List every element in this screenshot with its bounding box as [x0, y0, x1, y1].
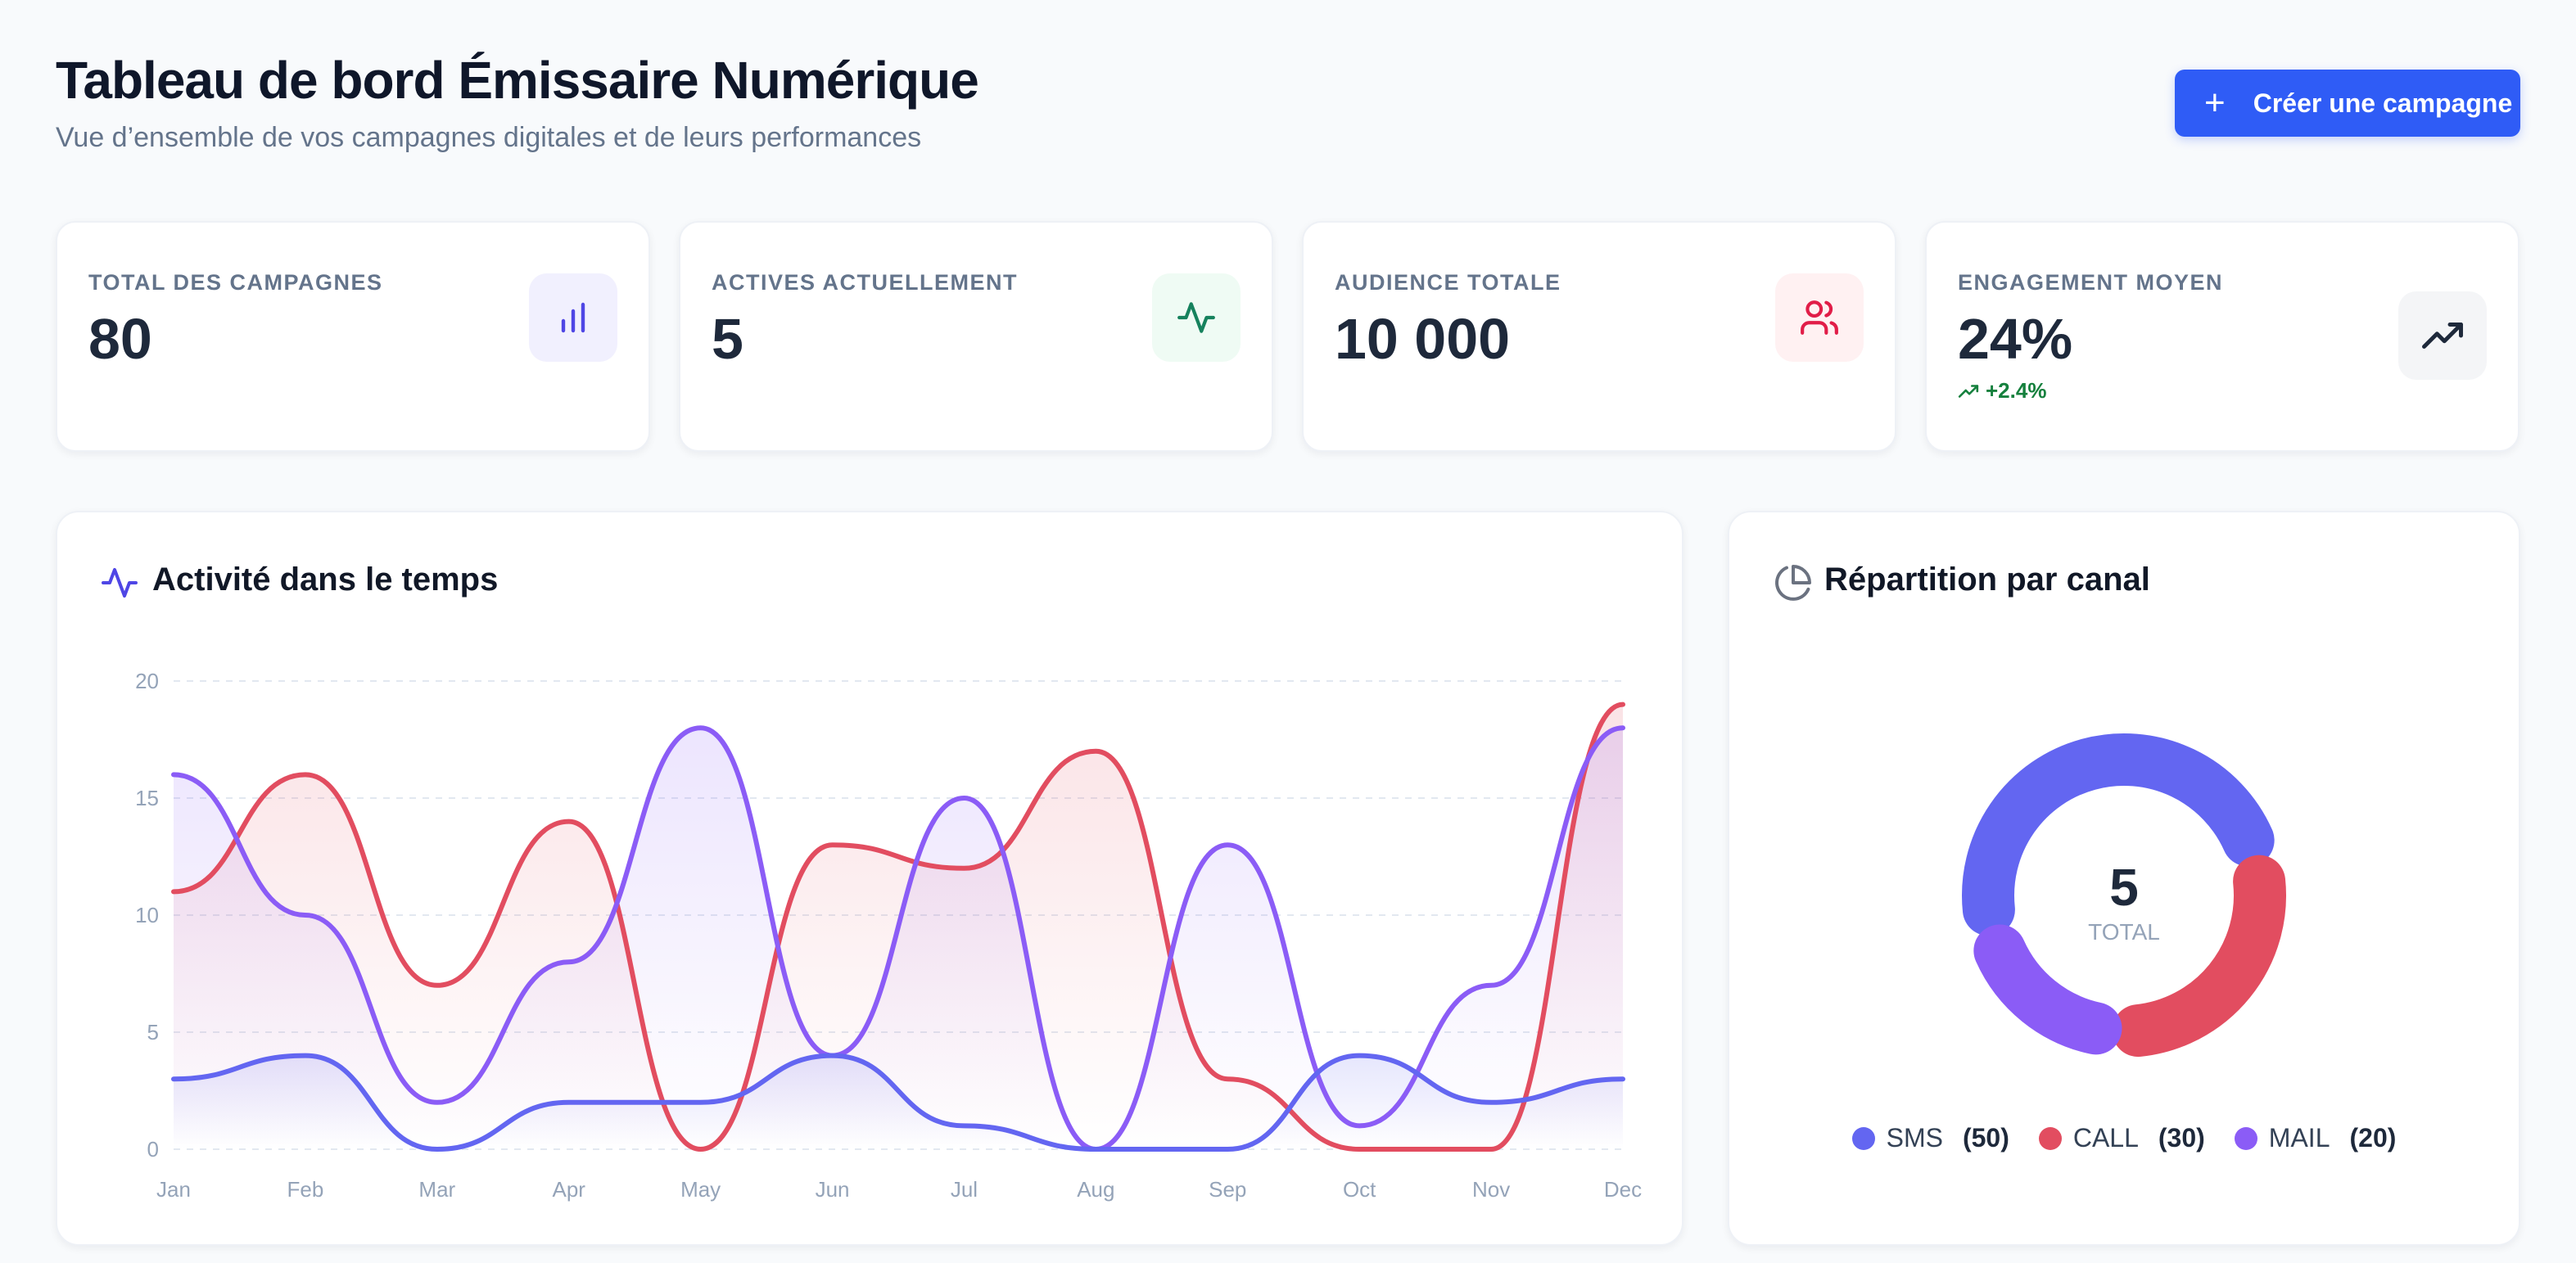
stat-value: 5 — [712, 307, 743, 371]
stat-label: ENGAGEMENT MOYEN — [1958, 270, 2224, 295]
legend-dot — [2234, 1126, 2257, 1150]
trend-value: +2.4% — [1986, 378, 2047, 403]
activity-icon — [102, 568, 138, 598]
stat-card-total-campaigns: TOTAL DES CAMPAGNES 80 — [56, 221, 650, 452]
stat-card-audience: AUDIENCE TOTALE 10 000 — [1302, 221, 1896, 452]
legend-name: MAIL — [2268, 1123, 2330, 1152]
stat-trend: +2.4% — [1958, 378, 2046, 404]
activity-line-chart: 0 5 10 15 20 Jan Feb Mar Apr May Jun Jul Aug Sep Oct No… — [135, 669, 1642, 1202]
legend-value: (20) — [2349, 1123, 2397, 1152]
legend-value: (50) — [1962, 1123, 2009, 1152]
legend-name: SMS — [1886, 1123, 1943, 1152]
x-tick-label: Mar — [418, 1177, 455, 1202]
legend-name: CALL — [2072, 1123, 2139, 1152]
donut-slice-sms[interactable] — [1962, 733, 2275, 936]
y-tick-label: 0 — [147, 1137, 159, 1162]
panel-title: Répartition par canal — [1824, 562, 2150, 598]
y-tick-label: 15 — [135, 786, 159, 810]
users-icon — [1775, 273, 1864, 362]
stat-label: ACTIVES ACTUELLEMENT — [712, 270, 1018, 295]
series-line[interactable] — [171, 701, 1625, 1152]
stat-value: 24% — [1958, 307, 2073, 371]
x-tick-label: Nov — [1472, 1177, 1510, 1202]
activity-icon — [1152, 273, 1241, 362]
panel-title: Activité dans le temps — [152, 562, 499, 598]
page-subtitle: Vue d’ensemble de vos campagnes digitale… — [56, 122, 922, 153]
pie-chart-icon — [1775, 565, 1811, 601]
x-tick-label: Jun — [816, 1177, 850, 1202]
x-tick-label: May — [680, 1177, 721, 1202]
trending-up-small-icon — [1958, 384, 1979, 398]
activity-panel: Activité dans le temps 0 5 10 15 20 Jan Feb Mar… — [56, 511, 1683, 1246]
stat-value: 10 000 — [1335, 307, 1511, 371]
donut-slice-call[interactable] — [2112, 855, 2286, 1058]
x-tick-label: Oct — [1343, 1177, 1376, 1202]
series-line[interactable] — [171, 1053, 1625, 1152]
y-tick-label: 20 — [135, 669, 159, 693]
series-area — [174, 728, 1623, 1149]
legend-item-mail[interactable]: MAIL (20) — [2234, 1123, 2397, 1153]
legend-dot — [2038, 1126, 2062, 1150]
stat-value: 80 — [88, 307, 152, 371]
legend-item-sms[interactable]: SMS (50) — [1851, 1123, 2009, 1153]
donut-slice-mail[interactable] — [1973, 924, 2122, 1055]
trending-up-icon — [2398, 291, 2487, 380]
series-line[interactable] — [171, 725, 1625, 1152]
channel-panel: Répartition par canal 5 TOTAL SMS (50) CA… — [1728, 511, 2520, 1246]
plus-icon: + — [2204, 83, 2226, 123]
donut-center-value: 5 — [2109, 858, 2139, 917]
channel-legend: SMS (50) CALL (30) MAIL (20) — [1729, 1123, 2519, 1153]
stat-card-active: ACTIVES ACTUELLEMENT 5 — [679, 221, 1273, 452]
y-tick-label: 5 — [147, 1020, 159, 1044]
x-tick-label: Jan — [156, 1177, 191, 1202]
x-tick-label: Sep — [1209, 1177, 1246, 1202]
bar-chart-icon — [529, 273, 617, 362]
stat-card-engagement: ENGAGEMENT MOYEN 24% +2.4% — [1925, 221, 2520, 452]
x-tick-label: Feb — [287, 1177, 324, 1202]
x-tick-label: Jul — [951, 1177, 978, 1202]
stat-label: TOTAL DES CAMPAGNES — [88, 270, 383, 295]
page-title: Tableau de bord Émissaire Numérique — [56, 51, 979, 110]
y-tick-label: 10 — [135, 903, 159, 927]
x-tick-label: Dec — [1604, 1177, 1642, 1202]
create-campaign-button[interactable]: + Créer une campagne — [2175, 70, 2520, 137]
legend-value: (30) — [2158, 1123, 2205, 1152]
legend-dot — [1851, 1126, 1875, 1150]
donut-center-label: TOTAL — [2088, 919, 2160, 945]
series-area — [174, 1055, 1623, 1149]
page-header: Tableau de bord Émissaire Numérique Vue … — [56, 47, 2520, 162]
legend-item-call[interactable]: CALL (30) — [2038, 1123, 2205, 1153]
create-campaign-label: Créer une campagne — [2253, 88, 2513, 118]
x-tick-label: Aug — [1077, 1177, 1114, 1202]
stat-label: AUDIENCE TOTALE — [1335, 270, 1561, 295]
x-tick-label: Apr — [552, 1177, 585, 1202]
